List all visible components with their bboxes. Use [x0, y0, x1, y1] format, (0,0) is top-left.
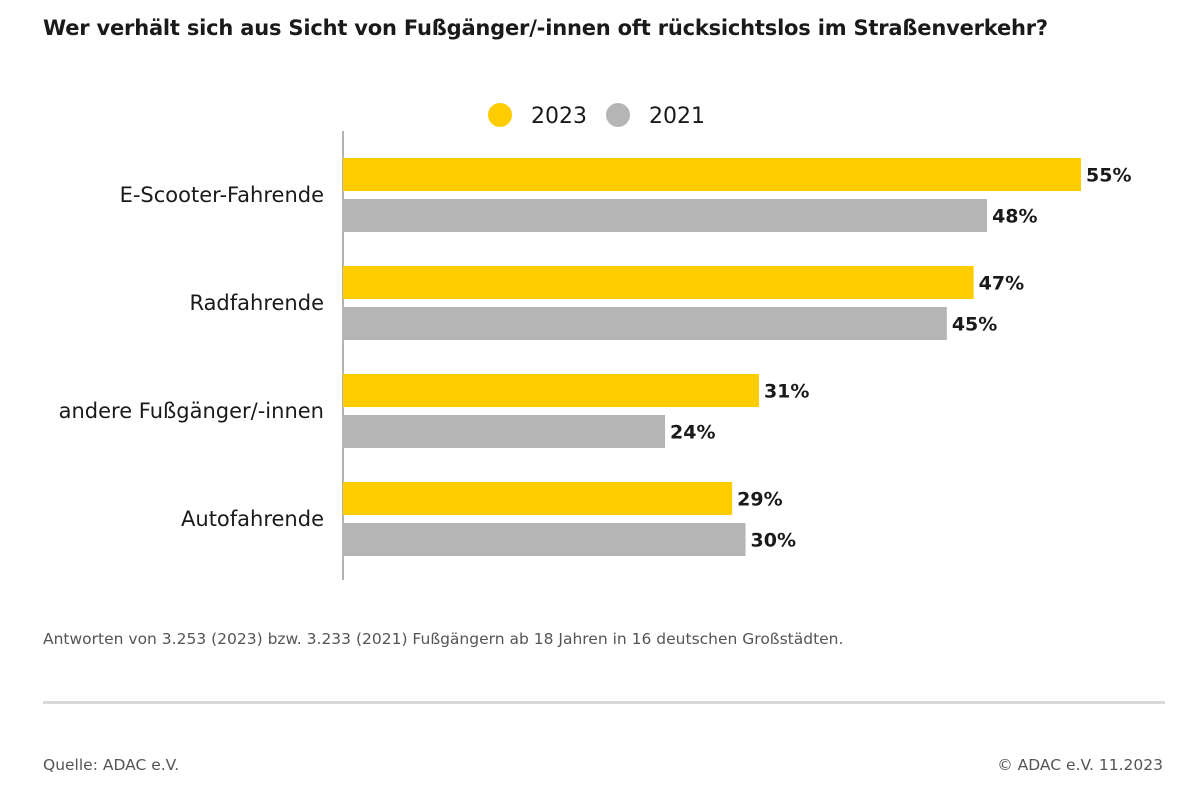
legend-label-2021: 2021	[649, 104, 705, 129]
divider	[43, 701, 1165, 704]
category-label-3: andere Fußgänger/-innen	[59, 399, 324, 423]
category-label-2: Radfahrende	[189, 291, 324, 315]
bar-2023-1	[343, 158, 1081, 191]
bar-2021-3	[343, 415, 666, 448]
data-label-2023-1: 55%	[1086, 165, 1131, 187]
data-label-2023-4: 29%	[737, 489, 782, 511]
data-label-2023-2: 47%	[979, 273, 1024, 295]
chart-title: Wer verhält sich aus Sicht von Fußgänger…	[43, 16, 1048, 40]
footnote: Antworten von 3.253 (2023) bzw. 3.233 (2…	[43, 630, 844, 648]
data-label-2023-3: 31%	[764, 381, 809, 403]
bar-2021-4	[343, 523, 746, 556]
bar-2023-2	[343, 266, 974, 299]
data-label-2021-2: 45%	[952, 314, 997, 336]
bar-2023-4	[343, 482, 733, 515]
category-label-1: E-Scooter-Fahrende	[120, 183, 324, 207]
bar-2021-2	[343, 307, 947, 340]
data-label-2021-3: 24%	[670, 422, 715, 444]
legend-marker-2021	[606, 103, 630, 127]
bar-chart: 2023 2021 55% 48% E-Scooter-Fahrende 47% 45% Ra…	[59, 103, 1131, 580]
data-label-2021-4: 30%	[751, 530, 796, 552]
legend-marker-2023	[488, 103, 512, 127]
source-note: Quelle: ADAC e.V.	[43, 756, 180, 774]
bar-2021-1	[343, 199, 988, 232]
category-label-4: Autofahrende	[181, 507, 324, 531]
copyright-note: © ADAC e.V. 11.2023	[997, 756, 1163, 774]
legend-label-2023: 2023	[531, 104, 587, 129]
data-label-2021-1: 48%	[992, 206, 1037, 228]
bar-2023-3	[343, 374, 759, 407]
